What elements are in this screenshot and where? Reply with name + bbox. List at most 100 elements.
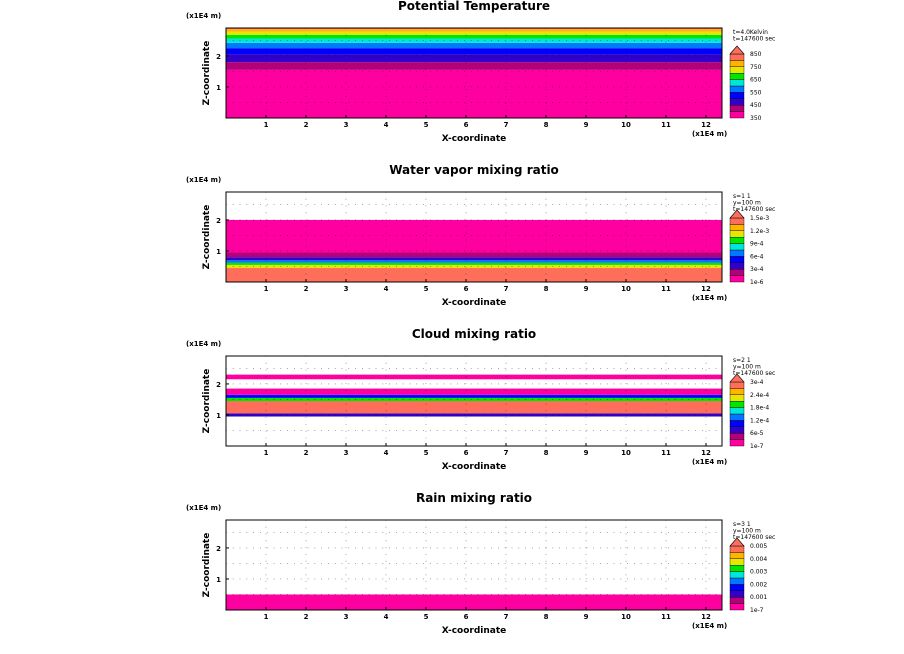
colorbar-segment-6 — [729, 243, 745, 251]
colorbar-segment-4 — [729, 420, 745, 427]
x-tick-label: 9 — [584, 285, 589, 293]
contour-band-9 — [226, 29, 722, 32]
x-tick-label: 8 — [544, 285, 549, 293]
colorbar-segment-2 — [729, 269, 745, 276]
colorbar-segment-6 — [729, 571, 745, 579]
x-tick-label: 3 — [344, 449, 349, 457]
colorbar-segment-4 — [729, 256, 745, 263]
x-tick-label: 6 — [464, 449, 469, 457]
x-tick-label: 2 — [304, 613, 309, 621]
z-scale-label: (x1E4 m) — [186, 504, 221, 512]
x-tick-label: 1 — [264, 449, 269, 457]
colorbar-extend-arrow — [729, 373, 745, 383]
contour-band-1 — [226, 594, 722, 610]
colorbar-label: 550 — [750, 89, 762, 96]
colorbar-label: 1.8e-4 — [750, 405, 769, 412]
x-tick-label: 4 — [384, 121, 389, 129]
panel-2: Water vapor mixing ratio(x1E4 m)1 2 3 4 5 6 7 8… — [186, 163, 775, 308]
x-tick-label: 10 — [621, 121, 631, 129]
x-tick-label: 1 — [264, 613, 269, 621]
plot-frame — [225, 355, 723, 447]
colorbar-label: 0.004 — [750, 556, 767, 563]
info-line: t=147600 sec — [733, 370, 775, 377]
colorbar-segment-3 — [729, 262, 745, 270]
z-tick-label: 1 — [216, 412, 221, 420]
x-axis-label: X-coordinate — [442, 298, 507, 308]
colorbar-label: 0.005 — [750, 543, 767, 550]
plot-frame — [225, 191, 723, 283]
panel-1: Potential Temperature(x1E4 m)1 2 3 4 5 6 7 8 9 10… — [186, 0, 775, 144]
colorbar-segment-9 — [729, 552, 745, 560]
x-tick-label: 11 — [661, 613, 671, 621]
colorbar-segment-2 — [729, 433, 745, 440]
x-tick-label: 9 — [584, 121, 589, 129]
x-tick-label: 7 — [504, 285, 509, 293]
x-tick-label: 4 — [384, 449, 389, 457]
x-tick-label: 10 — [621, 285, 631, 293]
x-tick-label: 6 — [464, 285, 469, 293]
colorbar-label: 0.002 — [750, 581, 767, 588]
colorbar-segment-6 — [729, 79, 745, 87]
contour-band-6 — [226, 252, 722, 258]
contour-band-7 — [226, 219, 722, 253]
z-tick-label: 2 — [216, 217, 221, 225]
x-tick-label: 12 — [701, 613, 711, 621]
colorbar-label: 6e-5 — [750, 430, 764, 437]
colorbar-segment-5 — [729, 249, 745, 257]
colorbar-segment-7 — [729, 401, 745, 408]
colorbar-segment-5 — [729, 85, 745, 93]
x-axis-label: X-coordinate — [442, 134, 507, 144]
colorbar-label: 1e-7 — [750, 607, 764, 614]
colorbar-label: 750 — [750, 64, 762, 71]
contour-band-4 — [226, 260, 722, 263]
colorbar-segment-8 — [729, 66, 745, 74]
z-tick-label: 1 — [216, 84, 221, 92]
z-tick-label: 1 — [216, 576, 221, 584]
z-axis-label: Z-coordinate — [202, 205, 212, 270]
colorbar-extend-arrow — [729, 45, 745, 55]
x-tick-label: 6 — [464, 121, 469, 129]
colorbar-label: 2.4e-4 — [750, 392, 769, 399]
chart-title: Rain mixing ratio — [416, 491, 532, 505]
x-tick-label: 10 — [621, 449, 631, 457]
colorbar-segment-10 — [729, 53, 745, 61]
x-tick-label: 5 — [424, 121, 429, 129]
x-tick-label: 5 — [424, 285, 429, 293]
colorbar-segment-10 — [729, 217, 745, 225]
colorbar-segment-1 — [729, 603, 745, 611]
x-tick-label: 3 — [344, 121, 349, 129]
plot-frame — [225, 27, 723, 119]
x-tick-label: 9 — [584, 449, 589, 457]
colorbar-segment-9 — [729, 224, 745, 231]
contour-band-4 — [226, 394, 722, 398]
colorbar-label: 0.001 — [750, 594, 767, 601]
contour-band-3 — [226, 397, 722, 401]
contour-band-10 — [226, 28, 722, 30]
colorbar-segment-9 — [729, 60, 745, 68]
z-tick-label: 1 — [216, 248, 221, 256]
colorbar-segment-7 — [729, 72, 745, 80]
contour-band-5 — [226, 388, 722, 395]
colorbar-segment-7 — [729, 236, 745, 244]
contour-band-7 — [226, 34, 722, 39]
colorbar-segment-5 — [729, 413, 745, 421]
x-tick-label: 2 — [304, 285, 309, 293]
colorbar-segment-1 — [729, 439, 745, 447]
colorbar-label: 0.003 — [750, 569, 767, 576]
colorbar-label: 650 — [750, 77, 762, 84]
plot-frame — [225, 519, 723, 611]
x-tick-label: 11 — [661, 121, 671, 129]
colorbar-label: 1.2e-4 — [750, 417, 769, 424]
colorbar-label: 850 — [750, 51, 762, 58]
contour-band-6 — [226, 374, 722, 380]
colorbar-segment-2 — [729, 104, 745, 112]
x-tick-label: 11 — [661, 285, 671, 293]
colorbar-label: 1e-6 — [750, 279, 764, 286]
x-tick-label: 7 — [504, 449, 509, 457]
contour-band-5 — [226, 257, 722, 261]
x-tick-label: 1 — [264, 285, 269, 293]
contour-band-3 — [226, 54, 722, 63]
x-tick-label: 2 — [304, 121, 309, 129]
info-line: t=147600 sec — [733, 534, 775, 541]
x-tick-label: 5 — [424, 613, 429, 621]
